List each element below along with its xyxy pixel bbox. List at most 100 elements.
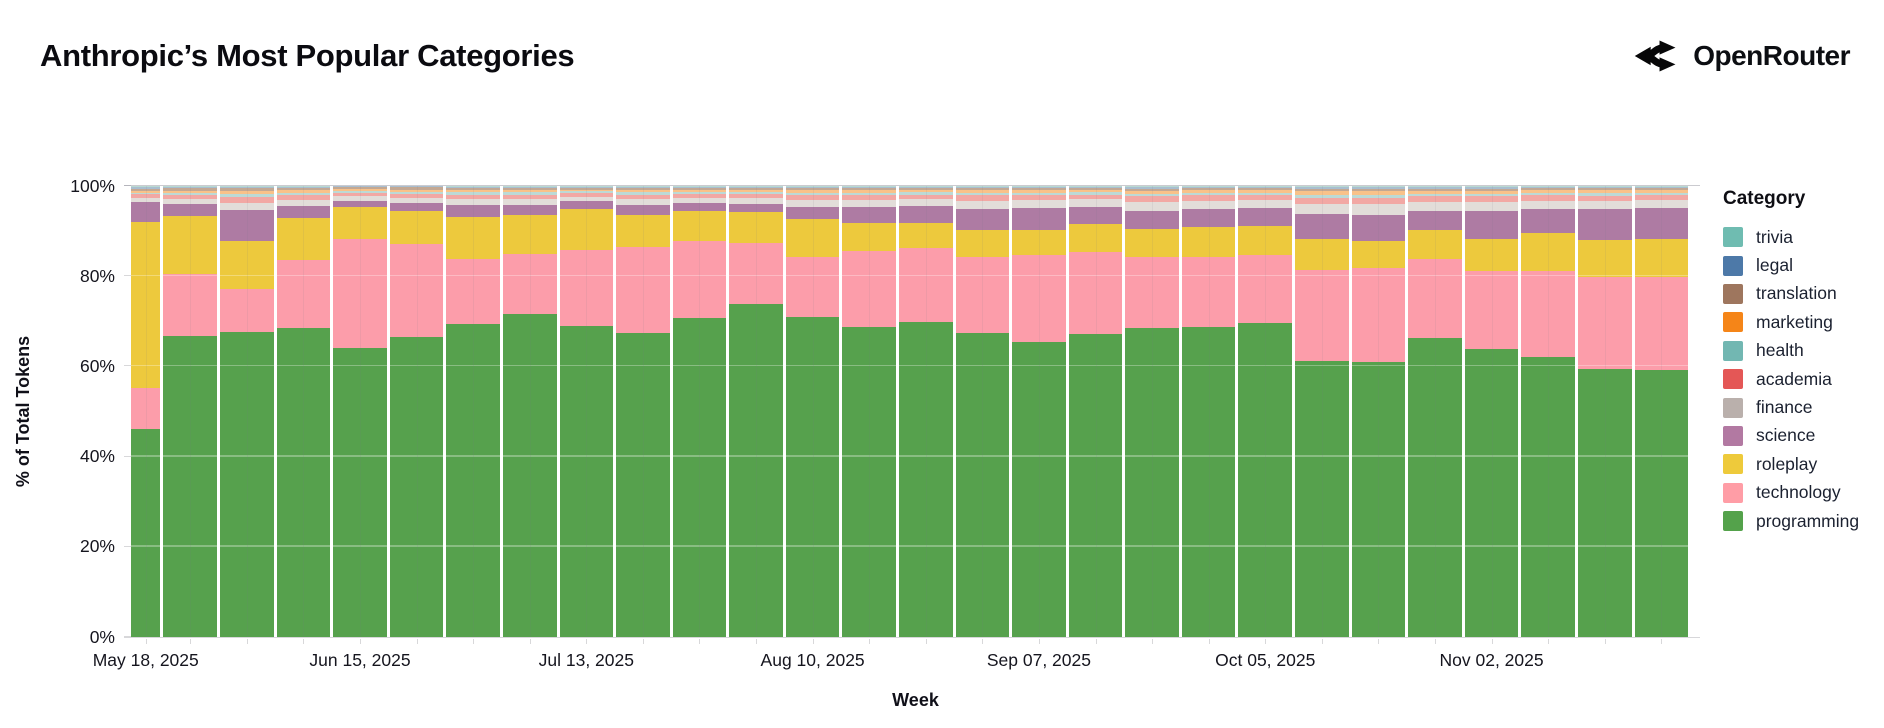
bar-segment-academia[interactable] — [333, 192, 387, 197]
bar-segment-health[interactable] — [898, 192, 953, 195]
bar-week-Oct-12-2025[interactable] — [1295, 186, 1349, 637]
bar-segment-translation[interactable] — [1577, 188, 1632, 191]
bar-segment-marketing[interactable] — [898, 190, 953, 193]
bar-segment-finance[interactable] — [220, 202, 274, 210]
bar-segment-finance[interactable] — [1125, 202, 1179, 211]
bar-segment-programming[interactable] — [1577, 369, 1632, 637]
bar-segment-translation[interactable] — [672, 187, 727, 190]
bar-segment-programming[interactable] — [559, 325, 614, 637]
bar-segment-academia[interactable] — [1577, 195, 1632, 202]
bar-segment-technology[interactable] — [1068, 252, 1123, 335]
bar-segment-technology[interactable] — [1238, 254, 1293, 323]
bar-segment-finance[interactable] — [955, 200, 1010, 209]
bar-segment-roleplay[interactable] — [1068, 223, 1123, 253]
bar-segment-health[interactable] — [785, 192, 840, 195]
bar-segment-legal[interactable] — [333, 186, 387, 188]
bar-segment-marketing[interactable] — [672, 189, 727, 192]
bar-segment-technology[interactable] — [131, 387, 161, 430]
bar-segment-academia[interactable] — [163, 194, 218, 200]
bar-segment-programming[interactable] — [502, 313, 557, 637]
bar-segment-marketing[interactable] — [785, 190, 840, 193]
bar-segment-health[interactable] — [1521, 192, 1575, 196]
bar-segment-programming[interactable] — [1408, 338, 1462, 637]
bar-segment-technology[interactable] — [1351, 268, 1406, 362]
bar-week-Oct-26-2025[interactable] — [1408, 186, 1462, 637]
bar-segment-legal[interactable] — [842, 186, 896, 189]
bar-segment-technology[interactable] — [672, 241, 727, 318]
bar-segment-translation[interactable] — [389, 187, 444, 190]
bar-segment-technology[interactable] — [1125, 256, 1179, 328]
bar-segment-science[interactable] — [1068, 206, 1123, 224]
bar-segment-legal[interactable] — [672, 186, 727, 188]
bar-segment-health[interactable] — [729, 191, 783, 195]
bar-segment-science[interactable] — [1464, 210, 1519, 240]
bar-week-Oct-05-2025[interactable] — [1238, 186, 1293, 637]
bar-week-Oct-19-2025[interactable] — [1351, 186, 1406, 637]
bar-segment-technology[interactable] — [842, 251, 896, 327]
legend-item-health[interactable]: health — [1723, 337, 1859, 365]
bar-segment-roleplay[interactable] — [672, 210, 727, 242]
legend-item-academia[interactable]: academia — [1723, 365, 1859, 393]
bar-segment-technology[interactable] — [220, 289, 274, 332]
bar-segment-translation[interactable] — [1408, 188, 1462, 191]
bar-segment-translation[interactable] — [955, 188, 1010, 191]
bar-segment-legal[interactable] — [1125, 187, 1179, 189]
bar-segment-academia[interactable] — [955, 195, 1010, 201]
bar-segment-academia[interactable] — [1408, 196, 1462, 203]
bar-week-Sep-14-2025[interactable] — [1068, 186, 1123, 637]
bar-segment-science[interactable] — [672, 203, 727, 211]
bar-segment-finance[interactable] — [1577, 201, 1632, 210]
bar-segment-technology[interactable] — [1521, 270, 1575, 357]
bar-segment-marketing[interactable] — [333, 189, 387, 191]
bar-segment-translation[interactable] — [1125, 188, 1179, 191]
bar-segment-finance[interactable] — [1464, 202, 1519, 211]
bar-week-Nov-02-2025[interactable] — [1464, 186, 1519, 637]
bar-segment-technology[interactable] — [389, 244, 444, 337]
bar-segment-translation[interactable] — [559, 187, 614, 190]
bar-segment-translation[interactable] — [898, 188, 953, 191]
bar-segment-technology[interactable] — [955, 257, 1010, 334]
legend-item-marketing[interactable]: marketing — [1723, 308, 1859, 336]
bar-segment-finance[interactable] — [1012, 200, 1066, 209]
bar-segment-health[interactable] — [1068, 192, 1123, 195]
bar-segment-academia[interactable] — [672, 193, 727, 198]
legend-item-technology[interactable]: technology — [1723, 479, 1859, 507]
bar-segment-translation[interactable] — [1012, 188, 1066, 191]
bar-segment-trivia[interactable] — [220, 186, 274, 187]
bar-segment-health[interactable] — [389, 191, 444, 194]
bar-segment-science[interactable] — [785, 206, 840, 219]
bar-segment-translation[interactable] — [333, 187, 387, 190]
bar-segment-trivia[interactable] — [1464, 186, 1519, 188]
bar-segment-legal[interactable] — [1012, 186, 1066, 189]
bar-segment-science[interactable] — [842, 207, 896, 224]
bar-segment-finance[interactable] — [163, 199, 218, 204]
bar-segment-technology[interactable] — [446, 259, 500, 325]
bar-segment-marketing[interactable] — [955, 190, 1010, 194]
bar-segment-health[interactable] — [1577, 193, 1632, 196]
bar-segment-academia[interactable] — [1012, 195, 1066, 201]
bar-segment-academia[interactable] — [898, 194, 953, 200]
bar-segment-finance[interactable] — [333, 196, 387, 201]
bar-segment-science[interactable] — [220, 209, 274, 241]
bar-segment-programming[interactable] — [616, 332, 670, 637]
bar-segment-translation[interactable] — [1295, 188, 1349, 192]
bar-segment-marketing[interactable] — [1238, 190, 1293, 193]
bar-segment-academia[interactable] — [131, 194, 161, 199]
bar-segment-legal[interactable] — [616, 186, 670, 188]
bar-segment-roleplay[interactable] — [1238, 225, 1293, 255]
bar-segment-roleplay[interactable] — [729, 212, 783, 244]
bar-segment-health[interactable] — [672, 191, 727, 194]
bar-segment-health[interactable] — [1634, 192, 1689, 196]
bar-segment-programming[interactable] — [1521, 356, 1575, 637]
bar-segment-roleplay[interactable] — [446, 216, 500, 259]
bar-segment-programming[interactable] — [672, 317, 727, 637]
bar-week-Jun-08-2025[interactable] — [276, 186, 331, 637]
bar-segment-finance[interactable] — [785, 199, 840, 207]
bar-segment-science[interactable] — [276, 205, 331, 218]
bar-segment-roleplay[interactable] — [616, 214, 670, 247]
bar-segment-health[interactable] — [131, 192, 161, 195]
bar-segment-trivia[interactable] — [1181, 186, 1236, 187]
bar-segment-translation[interactable] — [446, 187, 500, 191]
bar-segment-finance[interactable] — [842, 199, 896, 208]
bar-segment-marketing[interactable] — [163, 190, 218, 193]
